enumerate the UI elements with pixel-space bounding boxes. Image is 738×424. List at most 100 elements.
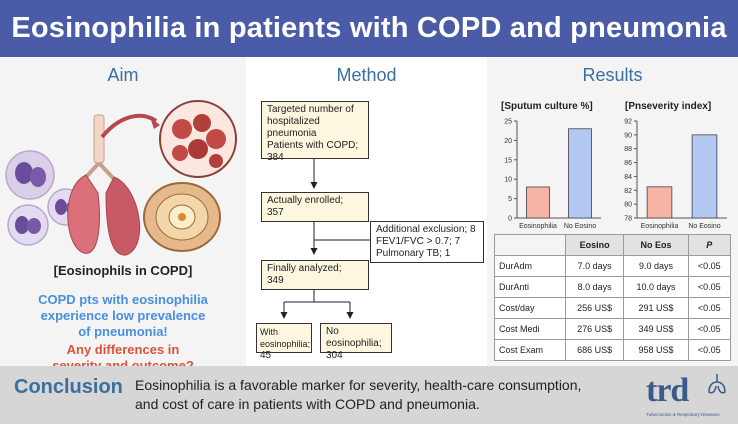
bar [526, 186, 550, 219]
method-panel: Method Targeted number of hospitalized p… [246, 57, 487, 366]
table-cell: <0.05 [687, 255, 732, 277]
table-cell: 958 US$ [623, 339, 689, 361]
no-eosinophilia-box: No eosinophilia; 304 [320, 323, 392, 361]
y-tick-label: 90 [624, 132, 632, 139]
table-cell: 9.0 days [623, 255, 689, 277]
table-cell: 10.0 days [623, 276, 689, 298]
aim-title: Aim [107, 65, 139, 85]
y-tick-label: 82 [624, 188, 632, 195]
sputum-culture-chart: 0 5 10 15 20 25 Eosinophilia No Eosino [504, 119, 601, 230]
table-cell: <0.05 [687, 318, 732, 340]
table-cell: 7.0 days [564, 255, 625, 277]
table-cell: 256 US$ [564, 297, 625, 319]
conclusion-text: Eosinophilia is a favorable marker for s… [135, 376, 635, 414]
box-line: 304 [326, 350, 343, 361]
y-tick-label: 78 [624, 216, 632, 223]
sputum-chart-title: [Sputum culture %] [501, 101, 593, 112]
method-title: Method [336, 65, 397, 85]
results-panel: Results [Sputum culture %] [Pnseverity i… [487, 57, 738, 366]
box-line: 45 [260, 350, 272, 361]
bar [691, 134, 718, 219]
table-cell: Cost Exam [494, 339, 566, 361]
box-line: 384 [267, 152, 284, 163]
targeted-box: Targeted number of hospitalized pneumoni… [261, 101, 369, 163]
x-tick-label: Eosinophilia [641, 223, 679, 230]
bar [568, 128, 592, 219]
table-row: Cost/day 256 US$ 291 US$ <0.05 [494, 297, 732, 319]
title-bar: Eosinophilia in patients with COPD and p… [0, 0, 738, 57]
eosinophil-cell-icon [7, 204, 49, 246]
lungs-logo-icon [708, 374, 726, 394]
eosinophil-lung-illustration [5, 100, 237, 256]
page-title: Eosinophilia in patients with COPD and p… [11, 12, 727, 44]
psi-chart-title: [Pnseverity index] [625, 101, 712, 112]
box-line: FEV1/FVC > 0.7; 7 [376, 236, 461, 247]
aim-statement: COPD pts with eosinophilia experience lo… [8, 292, 238, 340]
box-line: Actually enrolled; [267, 195, 344, 206]
table-cell: Cost/day [494, 297, 566, 319]
table-header-row: Eosino No Eos P [494, 234, 732, 256]
y-tick-label: 15 [504, 157, 512, 164]
table-cell: 686 US$ [564, 339, 625, 361]
exclusion-box: Additional exclusion; 8 FEV1/FVC > 0.7; … [370, 221, 484, 263]
y-tick-label: 84 [624, 174, 632, 181]
table-cell: 349 US$ [623, 318, 689, 340]
table-cell: 291 US$ [623, 297, 689, 319]
table-cell: Cost Medi [494, 318, 566, 340]
table-row: Cost Exam 686 US$ 958 US$ <0.05 [494, 339, 732, 361]
y-tick-label: 20 [504, 138, 512, 145]
aim-panel: Aim [0, 57, 246, 373]
aim-statement-line: COPD pts with eosinophilia [38, 292, 208, 307]
bar [646, 186, 673, 219]
eosinophil-cell-icon [5, 150, 55, 200]
with-eosinophilia-box: With eosinophilia; 45 [256, 323, 312, 361]
table-header-cell: Eosino [564, 234, 625, 256]
analyzed-box: Finally analyzed; 349 [261, 260, 369, 290]
box-line: Finally analyzed; [267, 263, 342, 274]
trd-logo: trd Tuberculosis & Respiratory Diseases [646, 370, 734, 422]
conclusion-label: Conclusion [14, 376, 123, 398]
conclusion-line: Eosinophilia is a favorable marker for s… [135, 377, 582, 393]
x-tick-label: No Eosino [688, 223, 720, 230]
aim-statement-line: experience low prevalence [40, 308, 206, 323]
logo-subtitle: Tuberculosis & Respiratory Diseases [646, 412, 720, 417]
aim-statement-line: of pneumonia! [78, 324, 168, 339]
box-line: Pulmonary TB; 1 [376, 248, 451, 259]
eosinophils-label: [Eosinophils in COPD] [53, 263, 193, 278]
y-tick-label: 5 [508, 196, 512, 203]
y-tick-label: 25 [504, 119, 512, 126]
results-title: Results [582, 65, 643, 85]
table-row: DurAnti 8.0 days 10.0 days <0.05 [494, 276, 732, 298]
bronchus-icon [143, 182, 221, 252]
table-header-cell [494, 234, 566, 256]
table-cell: <0.05 [687, 276, 732, 298]
x-tick-label: No Eosino [564, 223, 596, 230]
box-line: Additional exclusion; 8 [376, 224, 476, 235]
y-tick-label: 80 [624, 202, 632, 209]
conclusion-bar: Conclusion Eosinophilia is a favorable m… [0, 366, 738, 424]
table-cell: <0.05 [687, 339, 732, 361]
x-tick-label: Eosinophilia [519, 223, 557, 230]
pnseverity-chart: 78 80 82 84 86 88 90 92 Eosinophilia No Eosino [624, 119, 727, 230]
logo-word: trd [646, 372, 689, 409]
box-line: Patients with COPD; [267, 140, 359, 151]
table-row: DurAdm 7.0 days 9.0 days <0.05 [494, 255, 732, 277]
table-cell: 8.0 days [564, 276, 625, 298]
conclusion-line: and cost of care in patients with COPD a… [135, 396, 480, 412]
results-table: Eosino No Eos P DurAdm 7.0 days 9.0 days… [494, 234, 732, 361]
y-tick-label: 0 [508, 216, 512, 223]
y-tick-label: 88 [624, 146, 632, 153]
table-header-cell: P [687, 234, 732, 256]
box-line: Targeted number of [267, 104, 354, 115]
table-cell: 276 US$ [564, 318, 625, 340]
table-row: Cost Medi 276 US$ 349 US$ <0.05 [494, 318, 732, 340]
box-line: No eosinophilia; [326, 326, 382, 349]
lungs-icon [67, 114, 141, 256]
box-line: 349 [267, 275, 284, 286]
y-tick-label: 10 [504, 177, 512, 184]
table-header-cell: No Eos [623, 234, 689, 256]
y-tick-label: 92 [624, 119, 632, 126]
aim-question-line: Any differences in [66, 342, 180, 357]
table-cell: DurAdm [494, 255, 566, 277]
alveoli-icon [159, 100, 237, 178]
